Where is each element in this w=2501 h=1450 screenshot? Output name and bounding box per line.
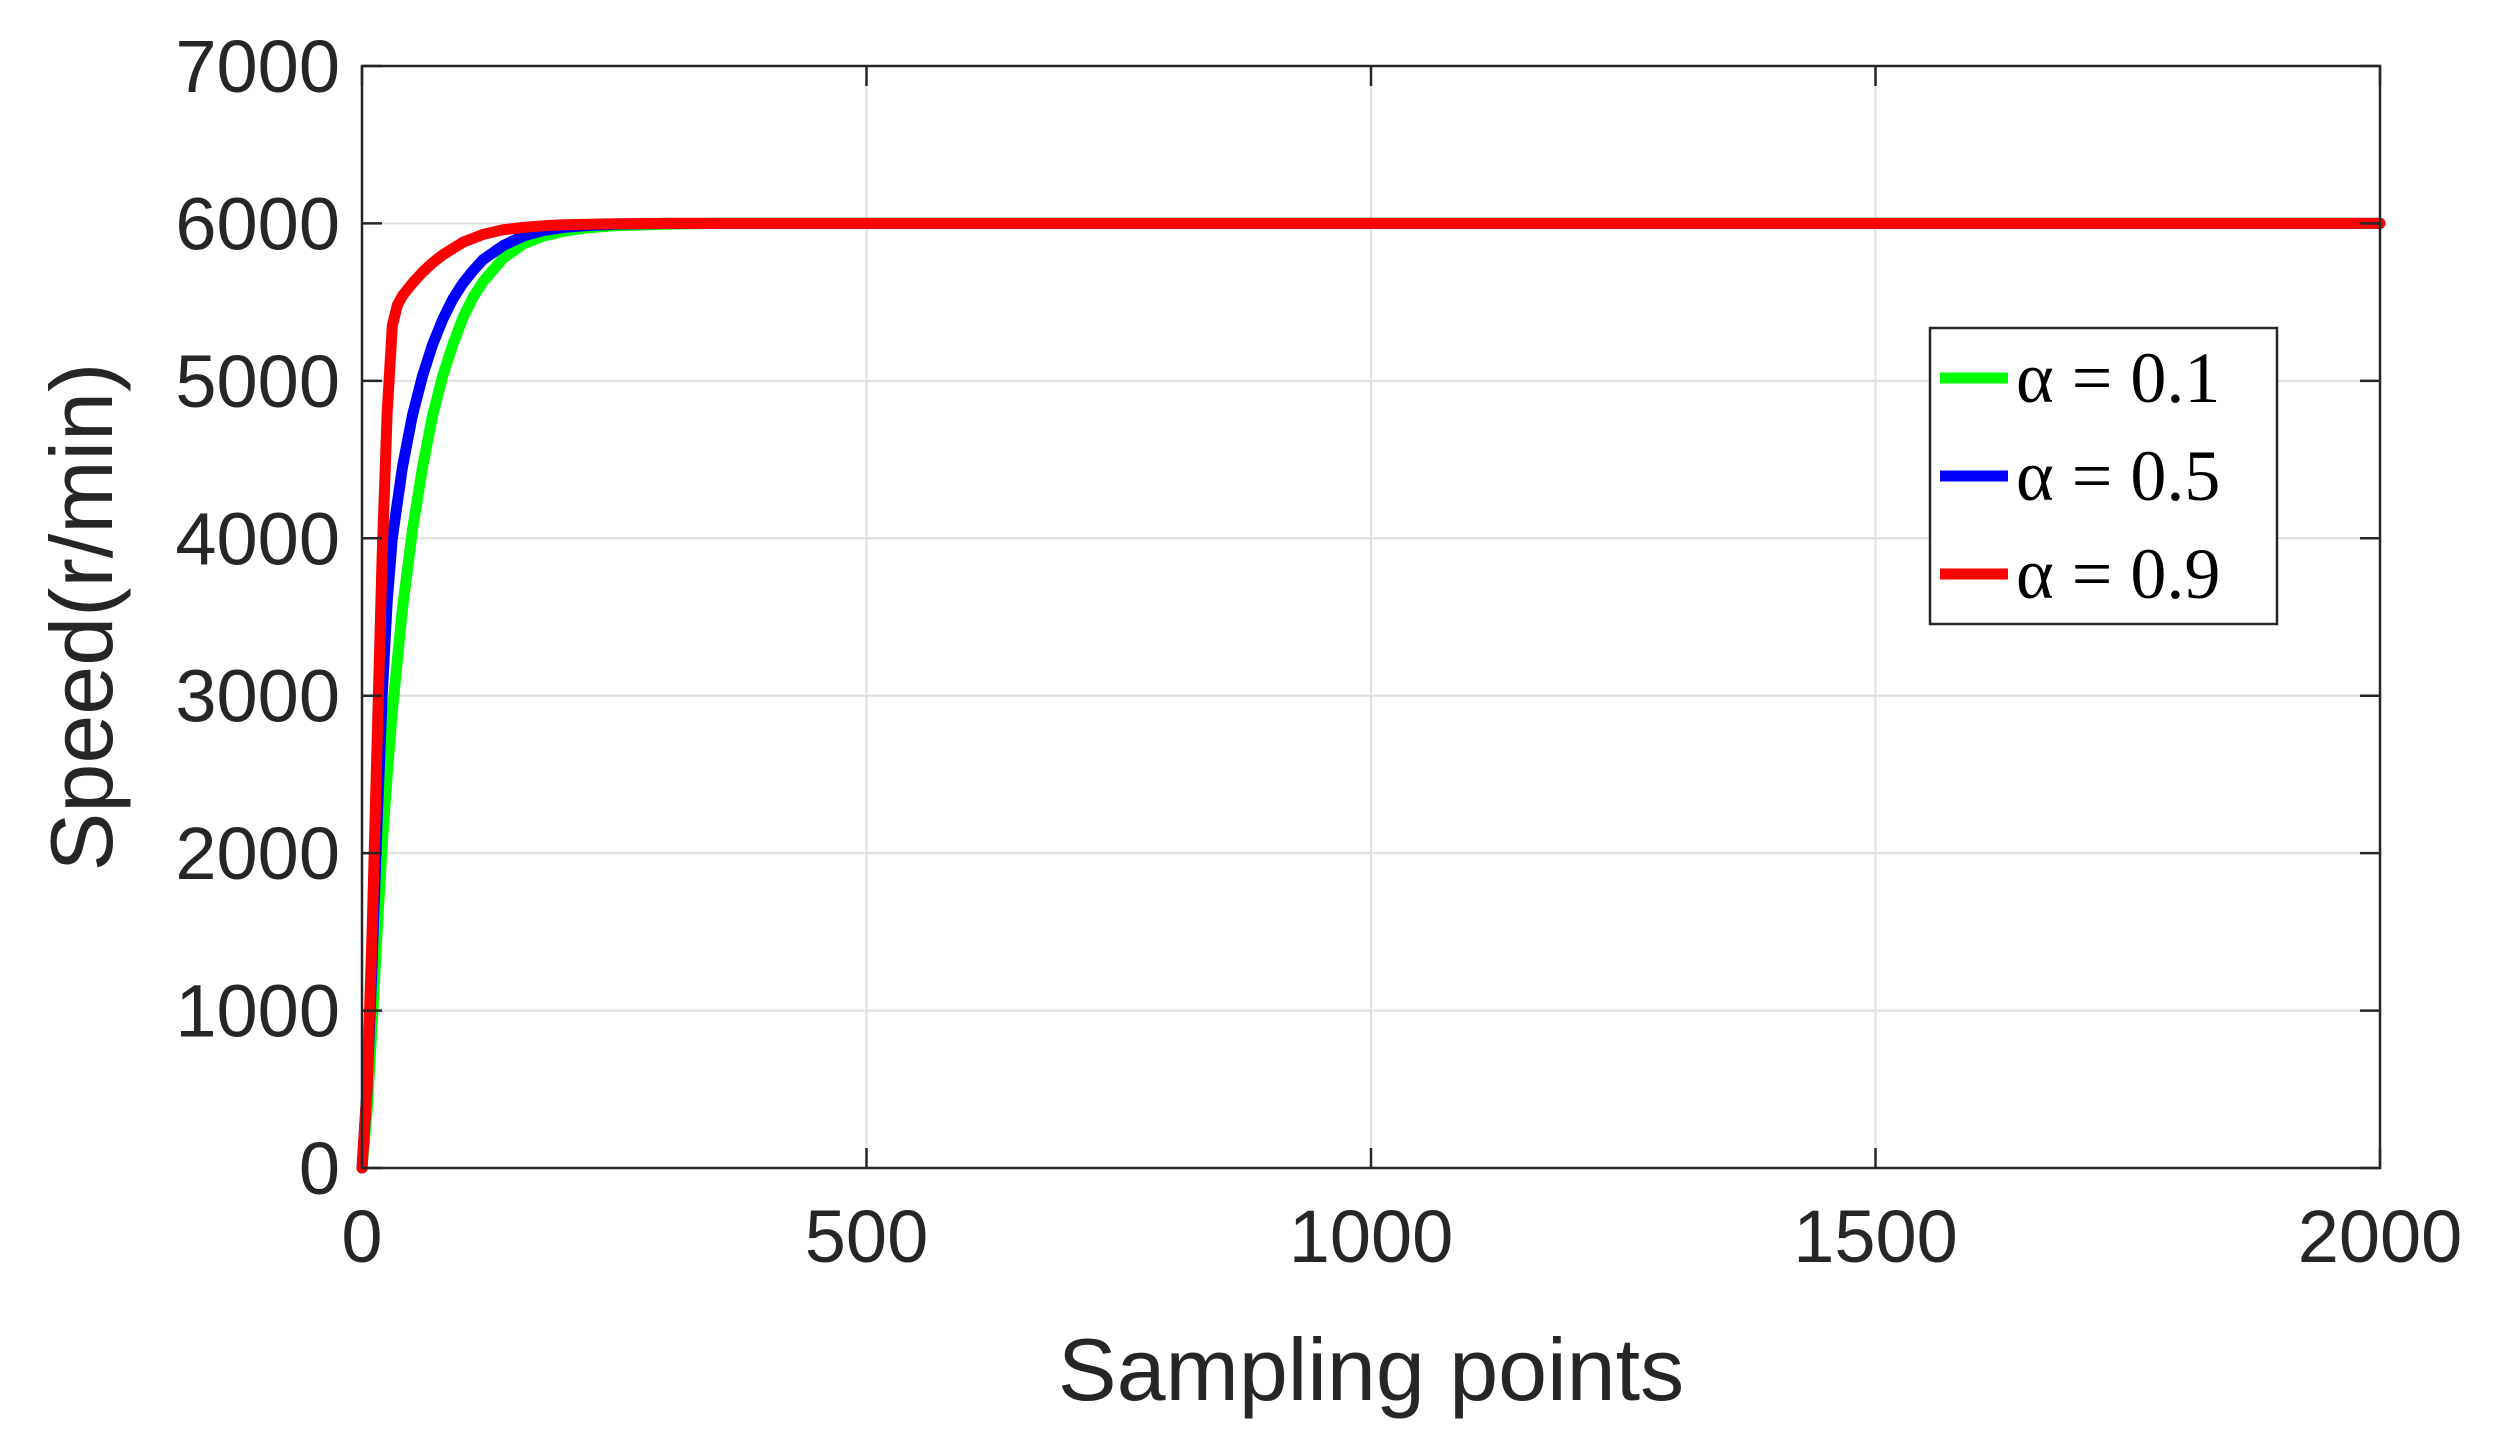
legend-label-1: α = 0.1: [2016, 338, 2220, 418]
legend-label-3: α = 0.9: [2016, 534, 2220, 614]
legend-label-2: α = 0.5: [2016, 436, 2220, 516]
y-tick-label: 4000: [175, 497, 340, 580]
series-lines: [356, 217, 2386, 1174]
y-tick-label: 2000: [175, 812, 340, 895]
x-axis-label: Sampling points: [1058, 1320, 1684, 1419]
series-line-3: [356, 217, 2386, 1174]
y-tick-labels: 0 1000 2000 3000 4000 5000 6000 7000: [175, 25, 340, 1210]
y-tick-label: 5000: [175, 340, 340, 423]
y-tick-label: 1000: [175, 970, 340, 1053]
legend: α = 0.1 α = 0.5 α = 0.9: [1928, 326, 2279, 626]
x-tick-label: 500: [805, 1195, 928, 1278]
y-tick-label: 3000: [175, 655, 340, 738]
x-tick-labels: 0 500 1000 1500 2000: [341, 1195, 2462, 1278]
x-tick-label: 2000: [2298, 1195, 2463, 1278]
plot-area-border: [360, 64, 2382, 1170]
x-tick-label: 1000: [1289, 1195, 1454, 1278]
y-axis-label: Speed(r/min): [32, 363, 131, 872]
y-tick-label: 0: [299, 1127, 340, 1210]
x-tick-label: 0: [341, 1195, 382, 1278]
y-tick-label: 7000: [175, 25, 340, 108]
x-tick-label: 1500: [1793, 1195, 1958, 1278]
y-tick-label: 6000: [175, 182, 340, 265]
